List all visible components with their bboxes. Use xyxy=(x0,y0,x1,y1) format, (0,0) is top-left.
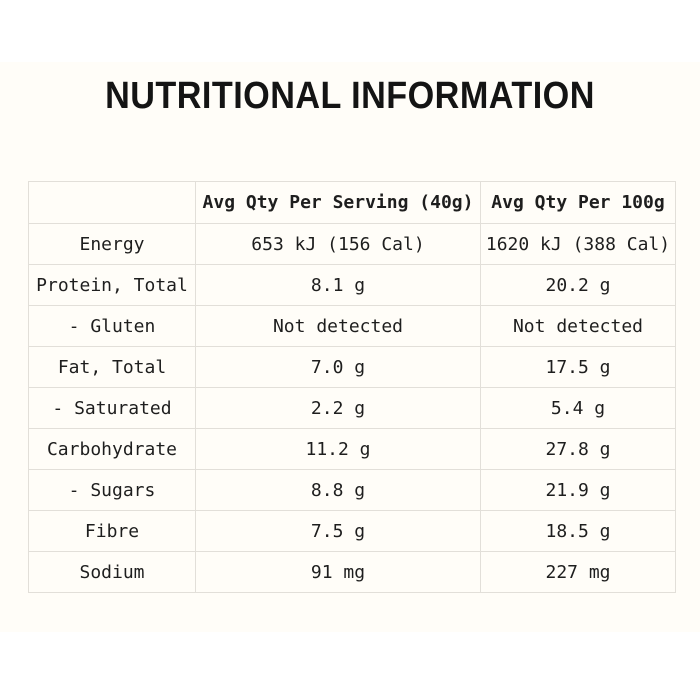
row-label: - Sugars xyxy=(28,469,196,511)
table-row-saturated: - Saturated 2.2 g 5.4 g xyxy=(28,387,676,429)
value-per-100g: 17.5 g xyxy=(480,346,676,388)
value-per-serving: 11.2 g xyxy=(195,428,481,470)
table-header-row: Avg Qty Per Serving (40g) Avg Qty Per 10… xyxy=(28,181,676,224)
value-per-100g: 5.4 g xyxy=(480,387,676,429)
table-row-protein: Protein, Total 8.1 g 20.2 g xyxy=(28,264,676,306)
col-header-per-serving: Avg Qty Per Serving (40g) xyxy=(195,181,481,224)
row-label: Carbohydrate xyxy=(28,428,196,470)
value-per-100g: 21.9 g xyxy=(480,469,676,511)
value-per-serving: 7.0 g xyxy=(195,346,481,388)
nutrition-table: Avg Qty Per Serving (40g) Avg Qty Per 10… xyxy=(28,181,676,593)
table-row-gluten: - Gluten Not detected Not detected xyxy=(28,305,676,347)
value-per-serving: 8.8 g xyxy=(195,469,481,511)
col-header-nutrient xyxy=(28,181,196,224)
value-per-serving: Not detected xyxy=(195,305,481,347)
table-row-fibre: Fibre 7.5 g 18.5 g xyxy=(28,510,676,552)
col-header-per-100g: Avg Qty Per 100g xyxy=(480,181,676,224)
value-per-100g: 27.8 g xyxy=(480,428,676,470)
value-per-100g: 18.5 g xyxy=(480,510,676,552)
value-per-serving: 2.2 g xyxy=(195,387,481,429)
row-label: Fat, Total xyxy=(28,346,196,388)
value-per-serving: 91 mg xyxy=(195,551,481,593)
row-label: - Gluten xyxy=(28,305,196,347)
row-label: Energy xyxy=(28,223,196,265)
value-per-serving: 8.1 g xyxy=(195,264,481,306)
row-label: Sodium xyxy=(28,551,196,593)
row-label: Protein, Total xyxy=(28,264,196,306)
row-label: Fibre xyxy=(28,510,196,552)
page-title: NUTRITIONAL INFORMATION xyxy=(105,75,595,117)
value-per-100g: 20.2 g xyxy=(480,264,676,306)
table-row-energy: Energy 653 kJ (156 Cal) 1620 kJ (388 Cal… xyxy=(28,223,676,265)
value-per-serving: 7.5 g xyxy=(195,510,481,552)
value-per-100g: 1620 kJ (388 Cal) xyxy=(480,223,676,265)
row-label: - Saturated xyxy=(28,387,196,429)
table-row-sodium: Sodium 91 mg 227 mg xyxy=(28,551,676,593)
value-per-serving: 653 kJ (156 Cal) xyxy=(195,223,481,265)
value-per-100g: Not detected xyxy=(480,305,676,347)
value-per-100g: 227 mg xyxy=(480,551,676,593)
table-row-fat: Fat, Total 7.0 g 17.5 g xyxy=(28,346,676,388)
table-row-carbohydrate: Carbohydrate 11.2 g 27.8 g xyxy=(28,428,676,470)
table-row-sugars: - Sugars 8.8 g 21.9 g xyxy=(28,469,676,511)
